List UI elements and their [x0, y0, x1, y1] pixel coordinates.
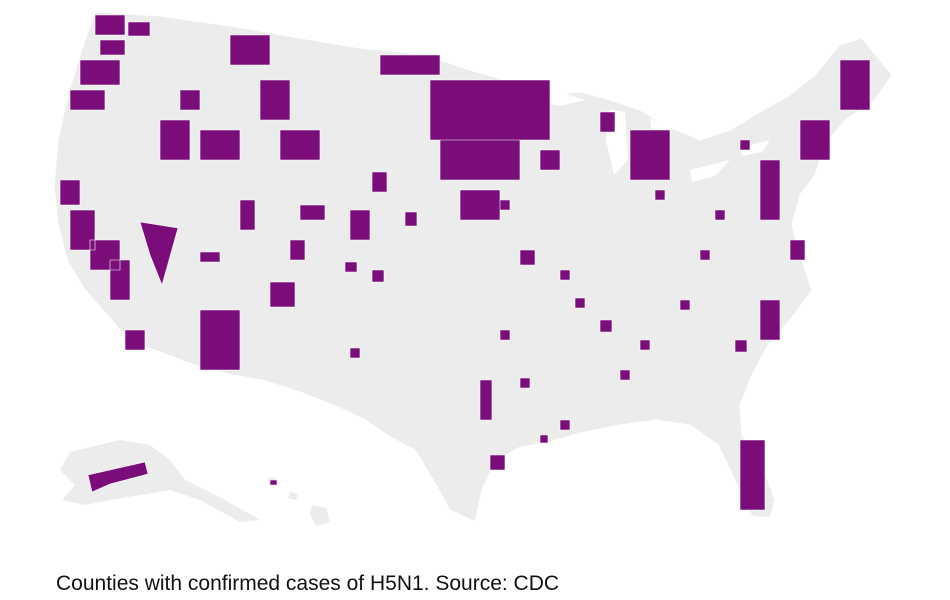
affected-counties — [59, 14, 871, 511]
us-map — [53, 11, 893, 526]
alaska — [60, 440, 260, 522]
caption: Counties with confirmed cases of H5N1. S… — [56, 572, 559, 595]
hawaii — [268, 478, 330, 526]
